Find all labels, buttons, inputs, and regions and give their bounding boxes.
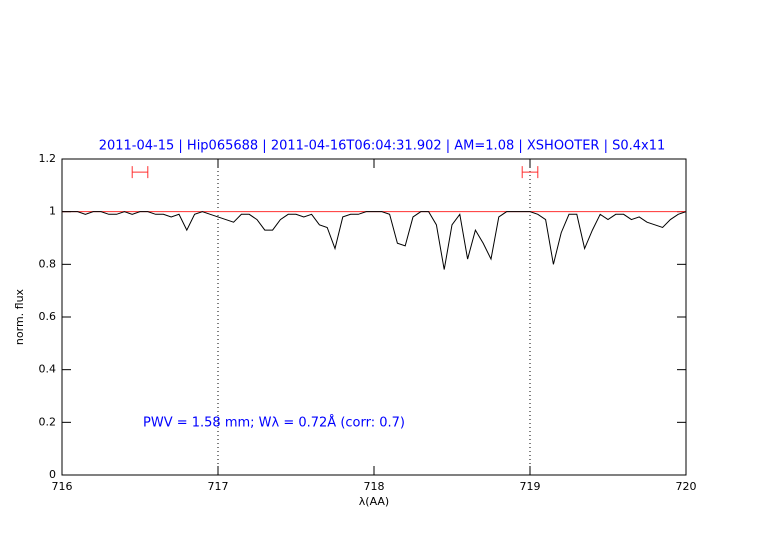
continuum-window	[131, 166, 149, 179]
x-tick-label: 720	[676, 480, 697, 493]
x-axis-label: λ(AA)	[359, 495, 389, 508]
x-tick-label: 717	[208, 480, 229, 493]
y-tick-label: 0.8	[39, 257, 57, 270]
x-tick-label: 716	[52, 480, 73, 493]
y-tick-label: 1.2	[39, 152, 57, 165]
annotation: PWV = 1.58 mm; Wλ = 0.72Å (corr: 0.7)	[143, 415, 405, 431]
x-tick-label: 718	[364, 480, 385, 493]
y-tick-label: 0	[49, 468, 56, 481]
y-tick-label: 1	[49, 205, 56, 218]
y-axis-label: norm. flux	[13, 288, 26, 345]
spectrum-line	[62, 211, 687, 270]
y-tick-label: 0.2	[39, 415, 57, 428]
x-tick-label: 719	[520, 480, 541, 493]
chart-title: 2011-04-15 | Hip065688 | 2011-04-16T06:0…	[99, 139, 666, 154]
y-tick-label: 0.6	[39, 310, 57, 323]
continuum-window	[521, 166, 539, 179]
y-tick-label: 0.4	[39, 363, 57, 376]
